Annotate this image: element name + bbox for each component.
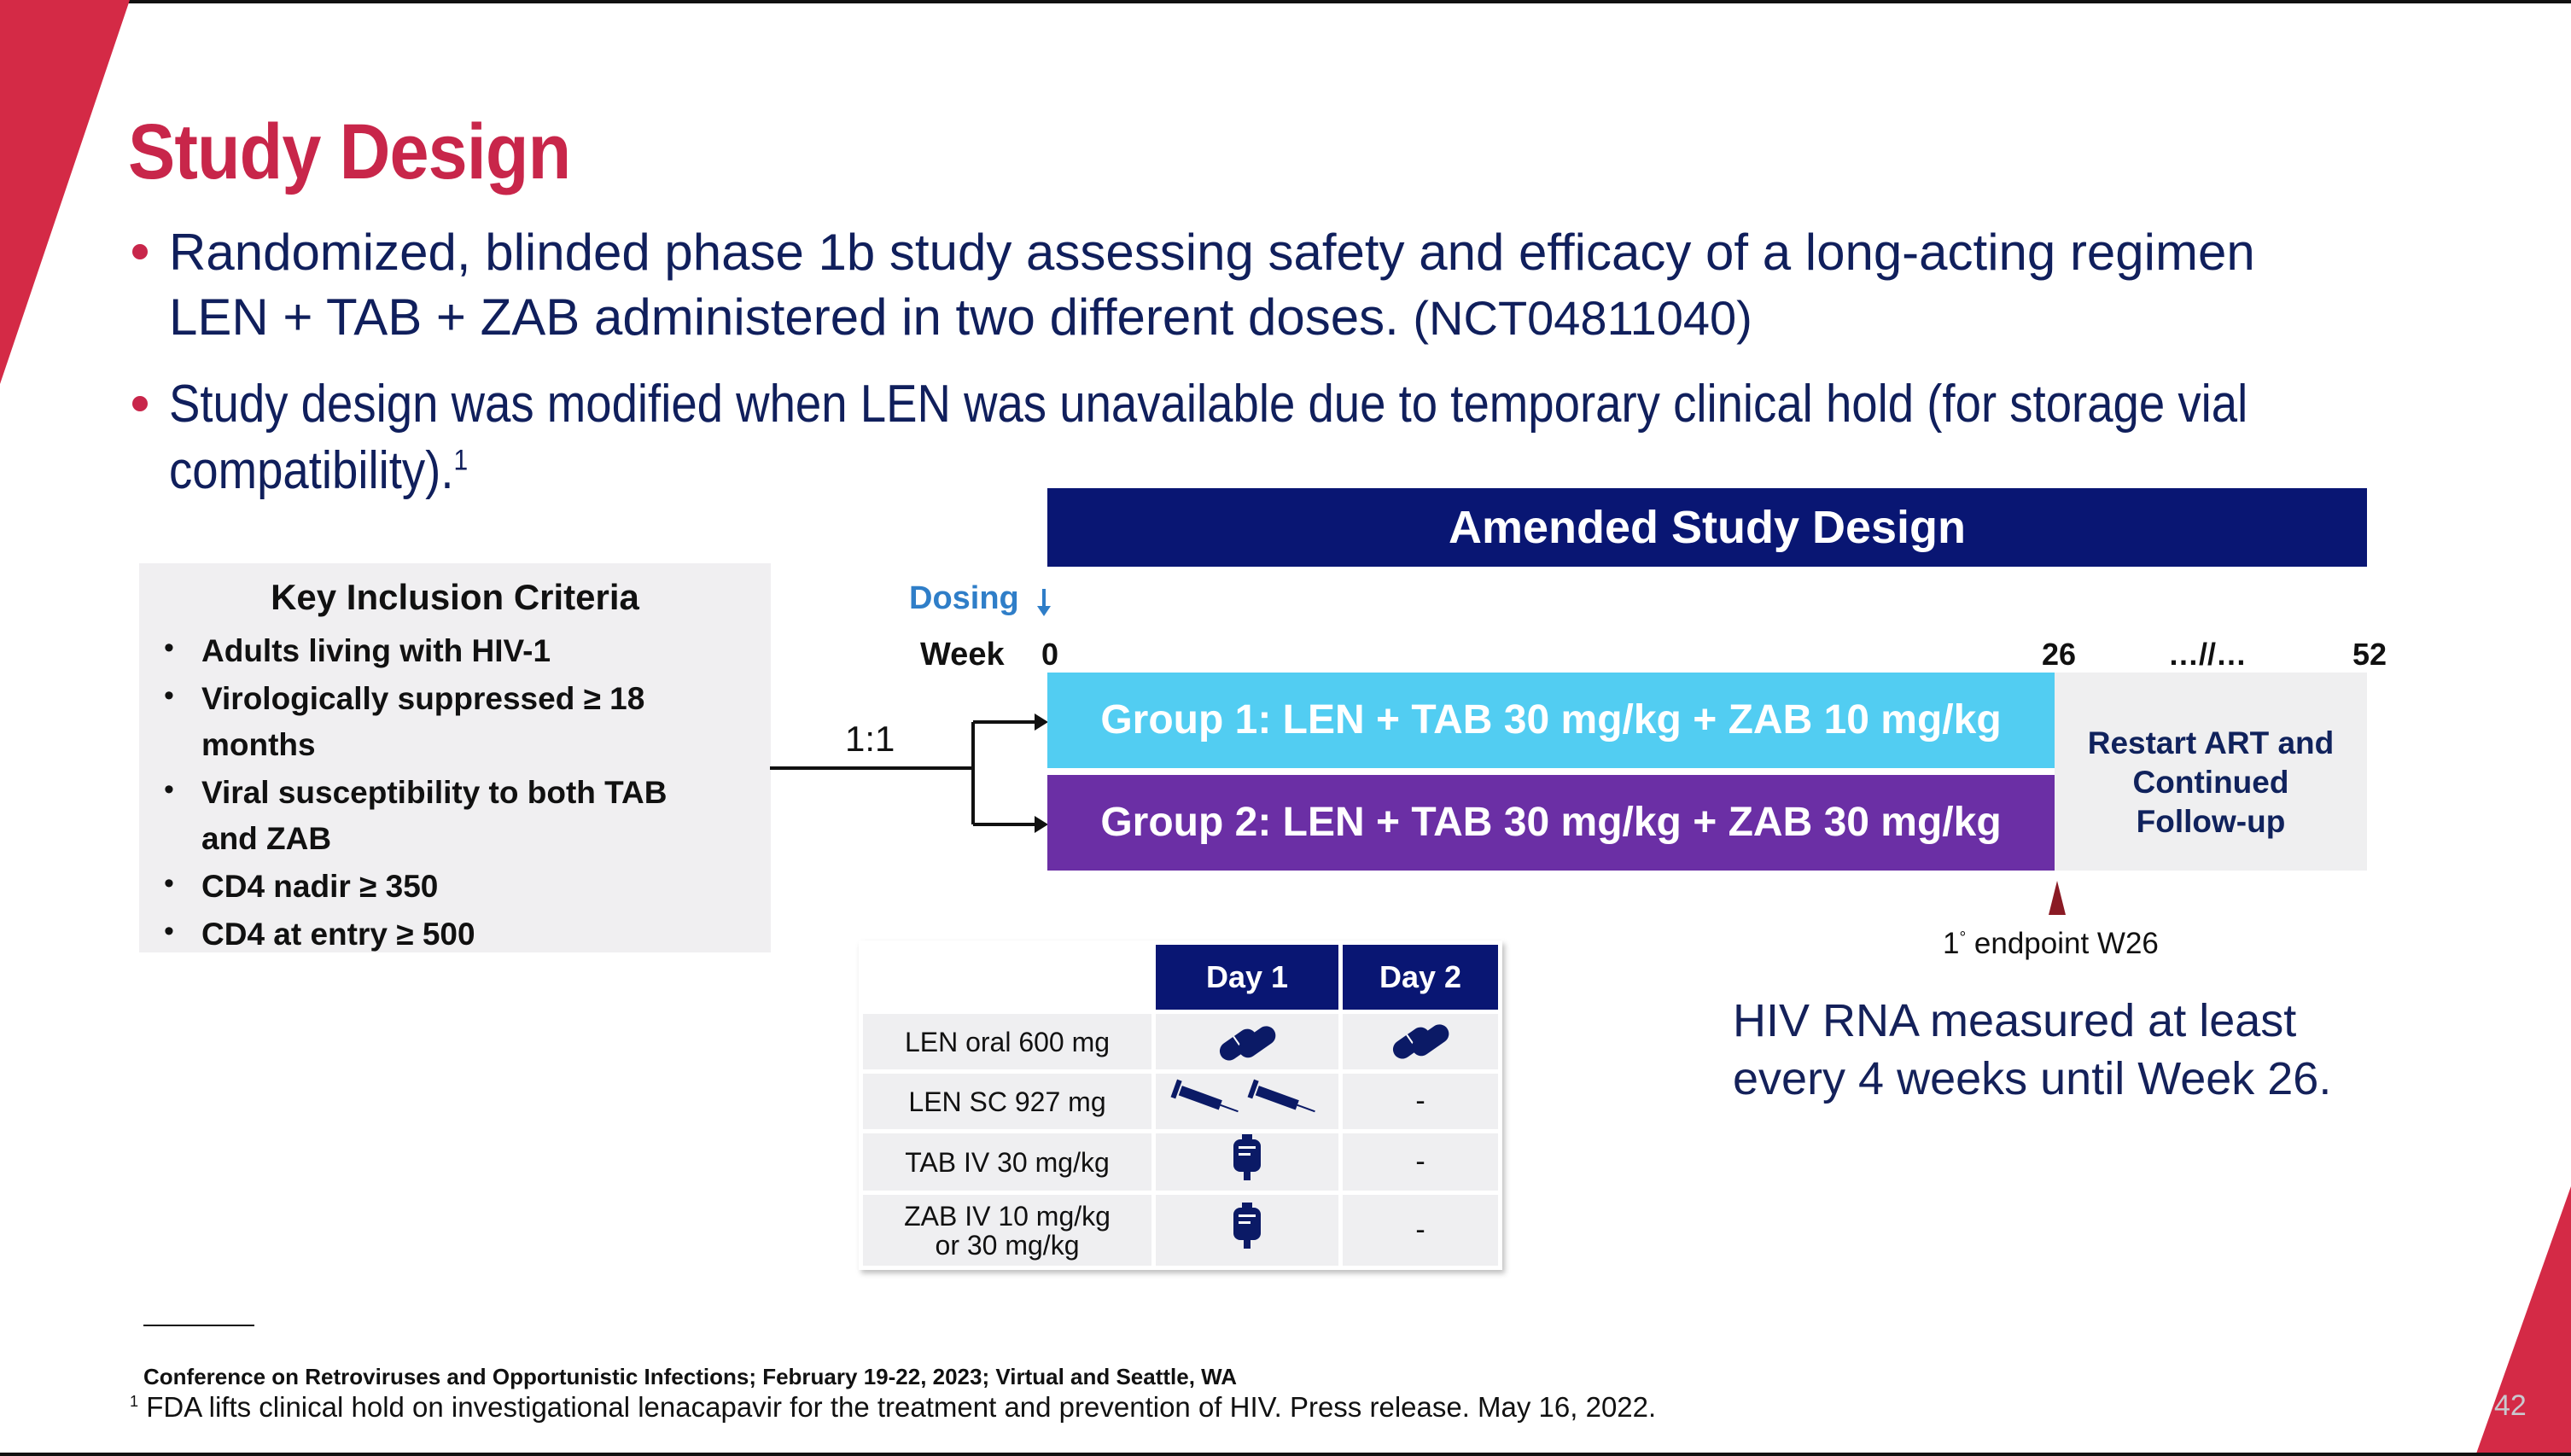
row-label-line-2: or 30 mg/kg xyxy=(935,1229,1080,1261)
trial-id: (NCT04811040) xyxy=(1413,291,1752,345)
hiv-note-line-2: every 4 weeks until Week 26. xyxy=(1733,1053,2332,1104)
randomization-ratio: 1:1 xyxy=(845,719,895,759)
iv-bag-icon xyxy=(1151,1191,1343,1270)
bullet-1-line-2: LEN + TAB + ZAB administered in two diff… xyxy=(169,285,1752,351)
pills-icon xyxy=(1338,1010,1502,1074)
bullet-dot xyxy=(132,396,148,411)
dosing-label: Dosing xyxy=(909,580,1019,616)
criteria-bullet: • xyxy=(164,773,174,806)
endpoint-number: 1 xyxy=(1943,927,1960,960)
table-row: TAB IV 30 mg/kg - xyxy=(859,1129,1502,1195)
restart-line-1: Restart ART and xyxy=(2087,725,2335,760)
restart-art-text: Restart ART and Continued Follow-up xyxy=(2055,724,2367,842)
bullet-1-line-2-text: LEN + TAB + ZAB administered in two diff… xyxy=(169,288,1399,346)
row-label: LEN SC 927 mg xyxy=(859,1069,1156,1133)
row-label: TAB IV 30 mg/kg xyxy=(859,1129,1156,1195)
restart-art-box xyxy=(2055,673,2367,871)
page-title: Study Design xyxy=(128,108,571,195)
corner-accent-top-left xyxy=(0,0,130,384)
dosing-arrow-icon xyxy=(1037,589,1051,616)
row-label: LEN oral 600 mg xyxy=(859,1010,1156,1074)
day-2-value: - xyxy=(1338,1129,1502,1195)
footnote-divider xyxy=(143,1325,254,1326)
endpoint-text: endpoint W26 xyxy=(1973,927,2159,960)
week-label: Week xyxy=(920,637,1005,673)
reference-text: FDA lifts clinical hold on investigation… xyxy=(146,1391,1657,1423)
page-number: 42 xyxy=(2494,1389,2527,1422)
table-corner-cell xyxy=(861,943,1154,1012)
inclusion-criteria-title: Key Inclusion Criteria xyxy=(271,577,639,617)
week-tick-52: 52 xyxy=(2352,637,2387,672)
pills-icon xyxy=(1151,1010,1343,1074)
table-header-row: Day 1 Day 2 xyxy=(861,941,1502,1014)
bottom-border xyxy=(0,1453,2571,1456)
top-border xyxy=(0,0,2571,3)
endpoint-marker-icon xyxy=(2049,881,2066,915)
table-row: ZAB IV 10 mg/kg or 30 mg/kg - xyxy=(859,1191,1502,1270)
bullet-1-line-1: Randomized, blinded phase 1b study asses… xyxy=(169,224,2255,281)
row-label: ZAB IV 10 mg/kg or 30 mg/kg xyxy=(859,1191,1156,1270)
restart-line-2: Continued xyxy=(2132,765,2289,800)
bullet-2-line-2: compatibility).1 xyxy=(169,439,468,504)
criteria-item-text: CD4 at entry ≥ 500 xyxy=(201,917,475,952)
restart-line-3: Follow-up xyxy=(2136,804,2286,839)
criteria-bullet: • xyxy=(164,632,174,664)
criteria-item-text: Viral susceptibility to both TAB xyxy=(201,775,668,810)
randomization-connector xyxy=(770,713,1048,833)
bullet-dot xyxy=(132,244,148,259)
day-2-value: - xyxy=(1338,1191,1502,1270)
group-2-bar: Group 2: LEN + TAB 30 mg/kg + ZAB 30 mg/… xyxy=(1047,775,2055,871)
bullet-2-line-2-text: compatibility). xyxy=(169,441,454,500)
criteria-item-text: Adults living with HIV-1 xyxy=(201,633,551,668)
dosing-schedule-table: Day 1 Day 2 LEN oral 600 mg LEN SC 927 m… xyxy=(859,941,1502,1270)
primary-endpoint-label: 1° endpoint W26 xyxy=(1943,927,2159,961)
week-tick-gap: …//… xyxy=(2168,637,2247,672)
bullet-2-line-1: Study design was modified when LEN was u… xyxy=(169,375,2248,434)
table-row: LEN oral 600 mg xyxy=(859,1010,1502,1074)
table-row: LEN SC 927 mg - xyxy=(859,1069,1502,1133)
criteria-item-text: Virologically suppressed ≥ 18 xyxy=(201,681,645,716)
criteria-bullet: • xyxy=(164,679,174,712)
criteria-bullet: • xyxy=(164,915,174,947)
conference-citation: Conference on Retroviruses and Opportuni… xyxy=(143,1364,1238,1389)
endpoint-degree: ° xyxy=(1959,929,1967,947)
amended-study-design-banner: Amended Study Design xyxy=(1047,488,2367,567)
inclusion-criteria-box xyxy=(139,563,771,952)
group-1-bar: Group 1: LEN + TAB 30 mg/kg + ZAB 10 mg/… xyxy=(1047,673,2055,768)
week-tick-0: 0 xyxy=(1041,637,1059,672)
criteria-item-text: months xyxy=(201,727,316,762)
reference-footnote: 1 FDA lifts clinical hold on investigati… xyxy=(130,1391,1656,1424)
row-label-line-1: ZAB IV 10 mg/kg xyxy=(904,1200,1111,1232)
criteria-bullet: • xyxy=(164,867,174,900)
day-2-value: - xyxy=(1338,1069,1502,1133)
header-day-2: Day 2 xyxy=(1338,941,1502,1014)
criteria-item-text: CD4 nadir ≥ 350 xyxy=(201,869,439,904)
hiv-note-line-1: HIV RNA measured at least xyxy=(1733,995,2297,1046)
week-tick-26: 26 xyxy=(2042,637,2077,672)
header-day-1: Day 1 xyxy=(1151,941,1343,1014)
footnote-marker: 1 xyxy=(453,444,469,477)
corner-accent-bottom-right xyxy=(2475,1186,2571,1456)
syringe-icon xyxy=(1151,1069,1343,1133)
iv-bag-icon xyxy=(1151,1129,1343,1195)
reference-number: 1 xyxy=(130,1393,139,1410)
hiv-rna-note: HIV RNA measured at least every 4 weeks … xyxy=(1733,992,2331,1108)
criteria-item-text: and ZAB xyxy=(201,821,332,856)
